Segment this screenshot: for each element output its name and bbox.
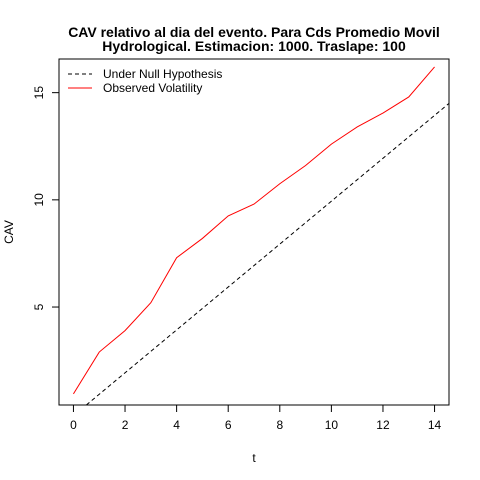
chart-title: CAV relativo al dia del evento. Para Cds…: [68, 24, 440, 40]
x-tick-label: 6: [225, 418, 232, 432]
y-tick-label: 10: [32, 193, 46, 207]
x-tick-label: 14: [428, 418, 442, 432]
x-tick-label: 2: [122, 418, 129, 432]
x-tick-label: 10: [325, 418, 339, 432]
series-line-1: [73, 66, 435, 395]
plot-frame: [58, 58, 450, 406]
x-tick-label: 12: [376, 418, 390, 432]
y-axis-label: CAV: [2, 220, 16, 244]
x-tick-label: 4: [173, 418, 180, 432]
y-tick-label: 15: [32, 86, 46, 100]
legend-label-null: Under Null Hypothesis: [103, 67, 222, 81]
y-tick-label: 5: [32, 303, 46, 310]
x-tick-label: 0: [70, 418, 77, 432]
chart-subtitle: Hydrological. Estimacion: 1000. Traslape…: [102, 38, 406, 54]
x-tick-label: 8: [276, 418, 283, 432]
y-axis: 5 10 15: [32, 86, 60, 310]
series-layer: [73, 66, 449, 405]
series-line-0: [86, 102, 449, 405]
legend-label-observed: Observed Volatility: [103, 81, 202, 95]
x-axis: 0 2 4 6 8 10 12 14: [70, 404, 442, 432]
x-axis-label: t: [252, 451, 256, 465]
legend: Under Null Hypothesis Observed Volatilit…: [68, 67, 222, 95]
